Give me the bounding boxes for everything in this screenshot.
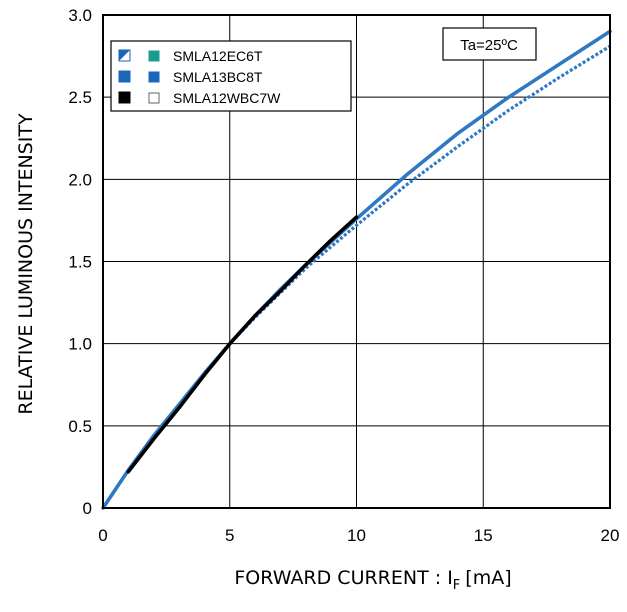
y-tick-label: 3.0 <box>68 6 92 25</box>
legend-marker-right <box>148 71 160 83</box>
annotation-text: Ta=25ºC <box>460 37 518 54</box>
x-axis-title-main: FORWARD CURRENT : I <box>234 567 452 589</box>
legend: SMLA12EC6T SMLA13BC8T SMLA12WBC7W <box>110 40 352 112</box>
x-tick-label: 15 <box>474 526 493 545</box>
annotation-box <box>442 27 537 61</box>
y-tick-label: 0.5 <box>68 417 92 436</box>
legend-marker-left-fill <box>119 50 130 61</box>
x-tick-labels: 0 5 10 15 20 <box>98 526 619 545</box>
y-tick-label: 2.0 <box>68 170 92 189</box>
legend-marker-right <box>148 50 160 62</box>
x-axis-title-unit: [mA] <box>465 567 511 589</box>
grid-lines <box>103 15 610 508</box>
y-tick-label: 1.0 <box>68 335 92 354</box>
y-tick-label: 1.5 <box>68 253 92 272</box>
legend-item: SMLA12WBC7W <box>118 90 281 106</box>
x-axis-title-subscript: F <box>453 578 460 593</box>
plot-frame <box>102 14 611 509</box>
legend-label: SMLA12EC6T <box>173 48 263 64</box>
legend-marker-left <box>118 91 131 104</box>
legend-marker-right <box>148 92 160 104</box>
x-tick-label: 0 <box>98 526 107 545</box>
legend-marker-left <box>118 70 131 83</box>
y-tick-label: 0 <box>83 499 92 518</box>
legend-items: SMLA12EC6T SMLA13BC8T SMLA12WBC7W <box>118 48 281 106</box>
legend-item: SMLA12EC6T <box>118 48 263 64</box>
legend-item: SMLA13BC8T <box>118 69 263 85</box>
y-tick-labels: 0 0.5 1.0 1.5 2.0 2.5 3.0 <box>68 6 92 518</box>
y-axis-title: RELATIVE LUMINOUS INTENSITY <box>15 113 37 415</box>
series-group <box>101 29 612 510</box>
x-tick-label: 10 <box>347 526 366 545</box>
x-tick-label: 20 <box>601 526 620 545</box>
x-axis-title: FORWARD CURRENT : IF [mA] <box>234 567 511 593</box>
legend-label: SMLA13BC8T <box>173 69 263 85</box>
annotation: Ta=25ºC <box>442 27 537 61</box>
x-tick-label: 5 <box>225 526 234 545</box>
y-tick-label: 2.5 <box>68 88 92 107</box>
series-line-3 <box>126 215 359 474</box>
legend-label: SMLA12WBC7W <box>173 90 281 106</box>
